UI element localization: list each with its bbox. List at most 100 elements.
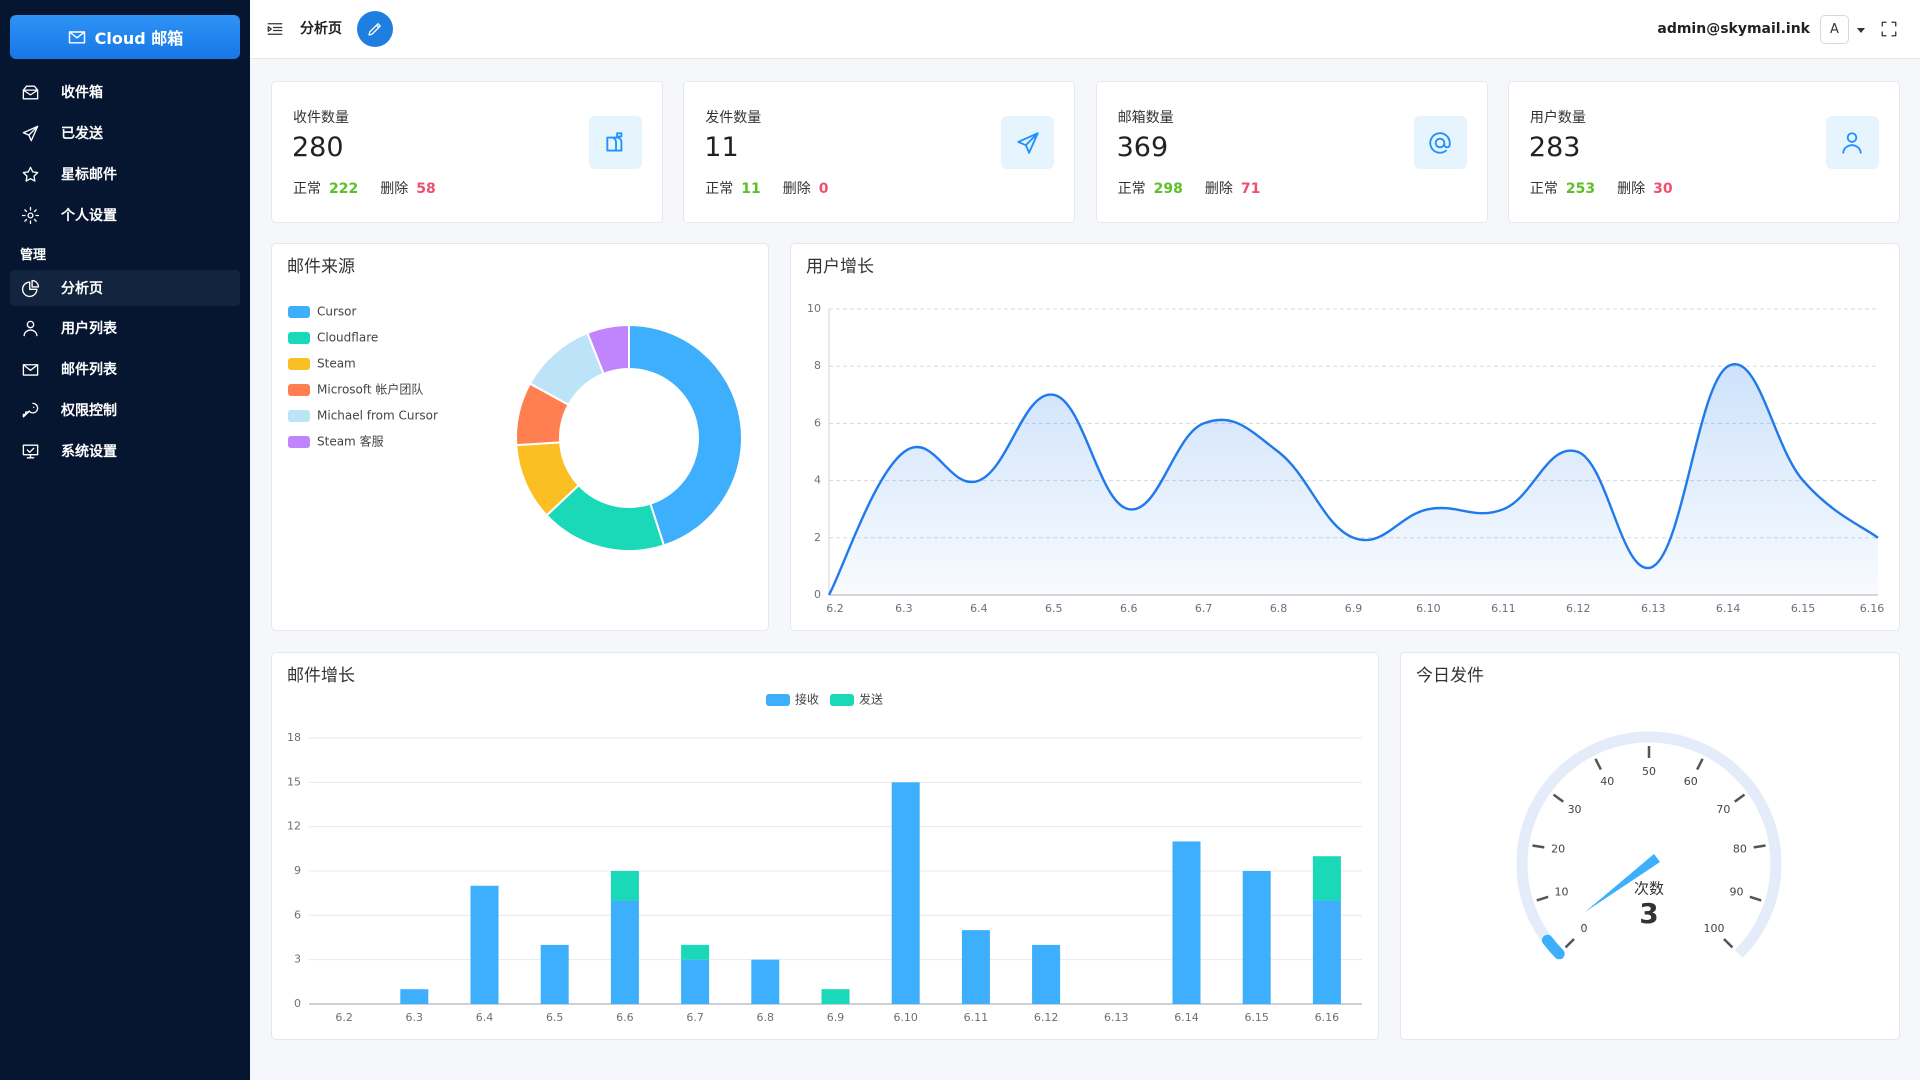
icon [21,206,40,224]
gauge-tick [1594,758,1602,771]
page-title: 分析页 [300,21,342,37]
stat-row: 正常 11 删除 0 [705,178,828,198]
bar [961,930,990,1004]
legend-swatch [830,694,854,706]
deleted-count: 0 [818,181,829,197]
chart-card [1400,652,1900,1040]
bar [821,989,850,1004]
menu-item[interactable]: 个人设置 [10,197,240,233]
icon-path [1429,131,1451,154]
menu-label: 权限控制 [61,403,117,419]
icon [22,363,39,376]
stat-row: 正常 298 删除 71 [1118,178,1261,198]
normal-count: 298 [1153,181,1183,197]
menu-item[interactable]: 分析页 [10,270,240,306]
icon-path [267,23,283,35]
bar [470,885,499,1004]
menu-item[interactable]: 用户列表 [10,310,240,346]
gauge-tick [1753,844,1766,849]
gauge-progress [1541,934,1565,960]
stat-total: 11 [704,132,739,163]
icon-path [605,131,622,152]
menu-label: 个人设置 [61,208,117,224]
icon [22,443,39,459]
deleted-count: 58 [416,181,436,197]
x-tick-label: 6.13 [1104,1011,1129,1024]
icon [22,125,39,141]
legend-label: Cloudflare [317,331,378,345]
stat-card: 收件数量 280 正常 222 删除 58 [271,81,663,223]
x-tick-label: 6.12 [1566,602,1591,615]
icon-path [22,125,39,141]
line [827,363,1879,596]
avatar[interactable]: A [1820,15,1849,44]
stat-icon [1001,116,1055,169]
icon-path [1881,21,1897,37]
gauge-track [1516,731,1782,958]
y-tick-label: 9 [294,864,301,877]
icon [368,23,381,36]
icon [21,279,40,297]
chart-title: 今日发件 [1416,666,1484,686]
gauge-tick-label: 70 [1716,803,1730,816]
bar [1312,856,1341,901]
menu-item[interactable]: 星标邮件 [10,156,240,192]
menu-label: 星标邮件 [61,167,117,183]
caret-shape [1857,28,1865,33]
edit-button[interactable] [357,11,393,47]
stat-row: 正常 222 删除 58 [293,178,436,198]
stat-row: 正常 253 删除 30 [1530,178,1673,198]
y-tick-label: 6 [294,908,301,921]
gauge-tick-label: 90 [1729,885,1743,898]
icon-path [21,279,40,297]
y-tick-label: 0 [294,997,301,1010]
menu-item[interactable]: 权限控制 [10,392,240,428]
legend-swatch [288,332,310,344]
menu-label: 收件箱 [61,85,103,101]
icon [22,166,39,182]
gauge-value: 3 [1639,897,1658,930]
legend-swatch [288,410,310,422]
legend-label: 发送 [859,692,883,707]
icon-path [22,402,39,418]
menu-label: 已发送 [61,126,103,142]
x-tick-label: 6.3 [895,602,913,615]
legend-label: 接收 [795,692,819,707]
gauge-tick-label: 20 [1551,843,1565,856]
x-tick-label: 6.4 [970,602,988,615]
deleted-label: 删除 [1204,181,1233,197]
x-tick-label: 6.3 [406,1011,424,1024]
stat-label: 用户数量 [1529,110,1586,126]
stat-icon [1825,116,1879,169]
pie-slice [586,323,630,376]
gauge-tick [1552,793,1564,803]
x-tick-label: 6.7 [1195,602,1213,615]
x-tick-label: 6.6 [1120,602,1138,615]
y-tick-label: 6 [814,416,821,429]
gauge-tick-label: 60 [1684,775,1698,788]
menu-item[interactable]: 系统设置 [10,433,240,469]
menu-item[interactable]: 已发送 [10,115,240,151]
chart-title: 用户增长 [806,257,874,277]
stat-card: 邮箱数量 369 正常 298 删除 71 [1095,81,1488,223]
brand-button[interactable]: Cloud 邮箱 [10,15,240,59]
menu-item[interactable]: 收件箱 [10,74,240,110]
header: 分析页 admin@skymail.ink A [250,0,1920,59]
gauge-tick-label: 10 [1555,885,1569,898]
legend-label: Microsoft 帐户团队 [317,382,423,397]
x-tick-label: 6.2 [335,1011,353,1024]
icon-path [23,320,38,336]
gauge-tick-label: 30 [1568,803,1582,816]
y-tick-label: 15 [287,775,301,788]
x-tick-label: 6.14 [1716,602,1741,615]
bar [610,871,639,901]
x-tick-label: 6.2 [826,602,844,615]
x-tick-label: 6.7 [686,1011,704,1024]
x-tick-label: 6.9 [1345,602,1363,615]
caret[interactable] [1856,25,1866,35]
bar [610,900,639,1004]
bar [1172,841,1201,1004]
menu-item[interactable]: 邮件列表 [10,351,240,387]
gauge-tick [1723,938,1734,949]
